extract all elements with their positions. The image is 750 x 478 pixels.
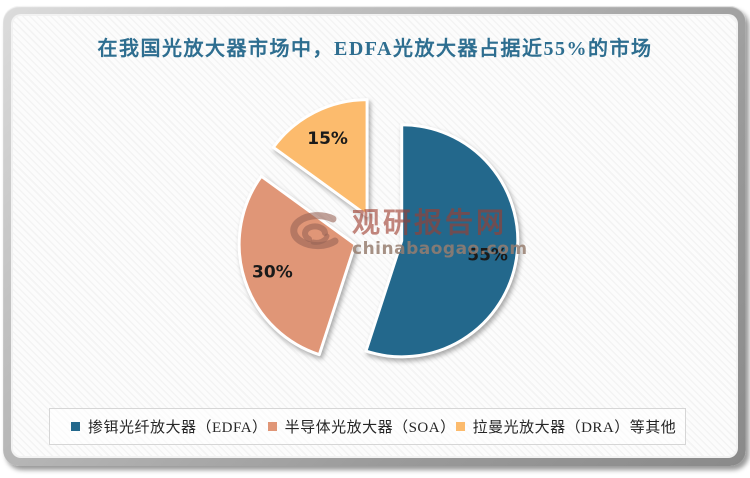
legend-label: 拉曼光放大器（DRA）等其他 bbox=[472, 420, 677, 436]
pie-slice-2 bbox=[237, 174, 357, 357]
legend-label: 掺铒光纤放大器（EDFA） bbox=[88, 420, 268, 436]
legend-swatch-icon bbox=[455, 422, 465, 431]
window-frame bbox=[3, 6, 746, 466]
legend-item-1: 掺铒光纤放大器（EDFA） bbox=[71, 416, 268, 437]
legend-swatch-icon bbox=[267, 422, 277, 431]
chart-title: 在我国光放大器市场中，EDFA光放大器占据近55%的市场 bbox=[97, 38, 653, 60]
legend-swatch-icon bbox=[71, 422, 80, 431]
legend: 掺铒光纤放大器（EDFA） 半导体光放大器（SOA） 拉曼光放大器（DRA）等其他 bbox=[49, 408, 686, 445]
slice-value-label-1: 55% bbox=[467, 245, 508, 265]
chart-background bbox=[11, 14, 738, 458]
legend-item-3: 拉曼光放大器（DRA）等其他 bbox=[455, 416, 677, 437]
pie-slice-1 bbox=[364, 123, 520, 359]
pie-slice-3 bbox=[271, 98, 369, 218]
legend-item-2: 半导体光放大器（SOA） bbox=[267, 416, 456, 437]
slice-value-label-2: 30% bbox=[252, 262, 293, 282]
slice-value-label-3: 15% bbox=[307, 129, 348, 149]
legend-label: 半导体光放大器（SOA） bbox=[284, 420, 456, 436]
